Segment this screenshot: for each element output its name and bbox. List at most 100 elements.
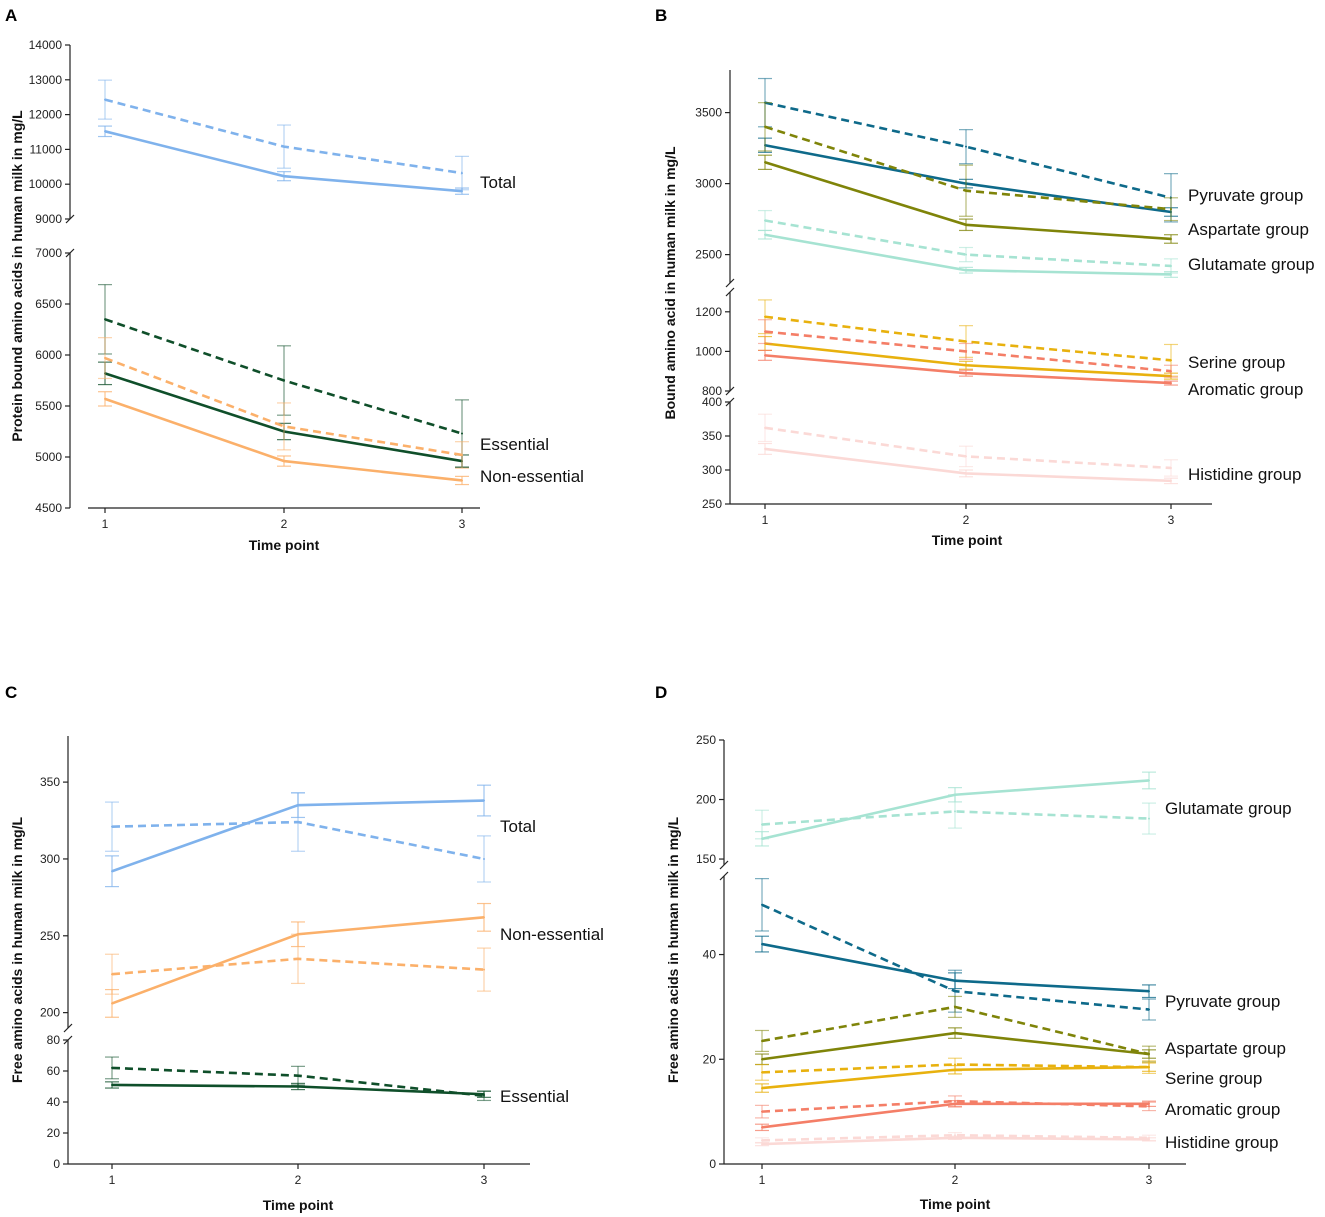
series-b-pyruvate-group-solid-line xyxy=(764,143,1172,214)
series-label-d-pyruvate-group: Pyruvate group xyxy=(1165,992,1280,1011)
series-a-non-essential-dashed-point-0 xyxy=(104,357,106,360)
series-a-non-essential-solid-point-1 xyxy=(283,460,285,463)
series-b-glutamate-group-dashed-line xyxy=(764,219,1172,268)
series-d-histidine-group-solid-point-1 xyxy=(954,1136,956,1139)
series-d-pyruvate-group-dashed-point-0 xyxy=(761,903,763,906)
x-tick-label-d-0: 1 xyxy=(759,1173,766,1187)
series-d-glutamate-group-solid-point-0 xyxy=(761,837,763,840)
series-a-non-essential-dashed-point-2 xyxy=(461,453,463,456)
series-a-total-solid-point-0 xyxy=(104,130,106,133)
panel-letter-b: B xyxy=(655,6,667,25)
series-d-pyruvate-group-solid-point-0 xyxy=(761,943,763,946)
series-d-glutamate-group-solid-point-2 xyxy=(1148,779,1150,782)
series-label-d-aromatic-group: Aromatic group xyxy=(1165,1100,1280,1119)
x-tick-label-b-1: 2 xyxy=(963,513,970,527)
x-tick-label-c-2: 3 xyxy=(481,1173,488,1187)
series-a-essential-dashed-point-0 xyxy=(104,318,106,321)
y-tick-label-a-1-3: 6000 xyxy=(35,348,62,362)
y-tick-label-a-0-3: 12000 xyxy=(29,108,63,122)
series-d-histidine-group-solid-point-2 xyxy=(1148,1138,1150,1141)
series-label-b-aromatic-group: Aromatic group xyxy=(1188,380,1303,399)
series-b-aspartate-group-solid-point-1 xyxy=(965,223,967,226)
series-d-glutamate-group-solid-point-1 xyxy=(954,793,956,796)
series-label-c-total: Total xyxy=(500,817,536,836)
series-label-d-serine-group: Serine group xyxy=(1165,1069,1262,1088)
series-d-pyruvate-group-solid-point-2 xyxy=(1148,990,1150,993)
series-b-serine-group-dashed-point-2 xyxy=(1170,359,1172,362)
series-b-histidine-group-solid-line xyxy=(764,447,1172,483)
series-label-b-histidine-group: Histidine group xyxy=(1188,465,1301,484)
series-d-serine-group-solid-point-2 xyxy=(1148,1066,1150,1069)
series-a-total-dashed-point-0 xyxy=(104,98,106,101)
y-tick-label-a-1-5: 7000 xyxy=(35,246,62,260)
x-axis-label-d: Time point xyxy=(920,1196,991,1212)
y-tick-label-c-0-3: 350 xyxy=(40,775,60,789)
y-tick-label-d-0-0: 150 xyxy=(696,852,716,866)
y-tick-label-c-1-1: 20 xyxy=(47,1126,61,1140)
series-a-total-dashed-point-1 xyxy=(283,145,285,148)
series-d-serine-group-dashed-point-0 xyxy=(761,1071,763,1074)
series-b-serine-group-solid-point-1 xyxy=(965,364,967,367)
axis-break-b-0-a xyxy=(725,278,735,288)
series-b-aspartate-group-dashed-line xyxy=(764,125,1172,211)
series-b-glutamate-group-solid-line xyxy=(764,233,1172,276)
y-tick-label-b-0-2: 3500 xyxy=(695,106,722,120)
series-b-glutamate-group-solid-point-1 xyxy=(965,269,967,272)
x-tick-label-b-2: 3 xyxy=(1168,513,1175,527)
series-label-d-glutamate-group: Glutamate group xyxy=(1165,799,1292,818)
series-d-pyruvate-group-dashed-point-1 xyxy=(954,990,956,993)
series-d-aspartate-group-solid-point-2 xyxy=(1148,1053,1150,1056)
y-tick-label-c-1-2: 40 xyxy=(47,1095,61,1109)
series-b-aspartate-group-solid-point-0 xyxy=(764,161,766,164)
series-b-histidine-group-solid-point-0 xyxy=(764,447,766,450)
series-d-aromatic-group-solid-point-2 xyxy=(1148,1102,1150,1105)
y-tick-label-c-1-3: 60 xyxy=(47,1064,61,1078)
y-axis-label-d: Free amino acids in human milk in mg/L xyxy=(665,817,681,1084)
series-d-aspartate-group-dashed-point-1 xyxy=(954,1005,956,1008)
series-c-total-dashed-point-0 xyxy=(111,825,113,828)
panel-b: B Time point Bound amino acid in human m… xyxy=(655,6,1315,548)
series-label-b-serine-group: Serine group xyxy=(1188,353,1285,372)
series-b-serine-group-dashed-line xyxy=(764,315,1172,362)
series-c-essential-dashed-point-1 xyxy=(297,1074,299,1077)
y-tick-label-d-0-1: 200 xyxy=(696,793,716,807)
series-d-aspartate-group-solid-point-1 xyxy=(954,1032,956,1035)
series-b-aromatic-group-dashed-point-0 xyxy=(764,330,766,333)
x-tick-label-a-2: 3 xyxy=(459,517,466,531)
y-tick-label-a-0-2: 11000 xyxy=(30,142,63,156)
series-b-aspartate-group-dashed-point-0 xyxy=(764,125,766,128)
series-b-pyruvate-group-dashed-line xyxy=(764,101,1172,200)
series-a-essential-dashed-point-1 xyxy=(283,379,285,382)
series-b-pyruvate-group-dashed-point-1 xyxy=(965,145,967,148)
series-c-essential-solid-point-0 xyxy=(111,1083,113,1086)
y-tick-label-a-1-1: 5000 xyxy=(35,450,62,464)
y-tick-label-b-2-2: 350 xyxy=(702,429,722,443)
series-c-non-essential-dashed-point-1 xyxy=(297,957,299,960)
y-tick-label-a-1-0: 4500 xyxy=(35,501,62,515)
panel-a: A Time point Protein bound amino acids i… xyxy=(5,6,584,553)
series-b-aromatic-group-dashed-point-2 xyxy=(1170,370,1172,373)
y-tick-label-b-0-1: 3000 xyxy=(695,177,722,191)
series-d-glutamate-group-dashed-point-2 xyxy=(1148,817,1150,820)
series-label-a-essential: Essential xyxy=(480,435,549,454)
series-d-aspartate-group-dashed-point-0 xyxy=(761,1039,763,1042)
series-c-total-dashed-point-2 xyxy=(483,857,485,860)
axis-break-b-1-a xyxy=(725,386,735,396)
y-tick-label-a-1-4: 6500 xyxy=(35,297,62,311)
series-b-aspartate-group-dashed-point-2 xyxy=(1170,208,1172,211)
y-tick-label-c-1-0: 0 xyxy=(53,1157,60,1171)
series-c-total-solid-point-1 xyxy=(297,804,299,807)
x-tick-label-b-0: 1 xyxy=(762,513,769,527)
series-b-aromatic-group-solid-point-0 xyxy=(764,354,766,357)
x-axis-label-c: Time point xyxy=(263,1197,334,1213)
y-tick-label-a-0-4: 13000 xyxy=(29,73,63,87)
y-tick-label-d-0-2: 250 xyxy=(696,733,716,747)
y-tick-label-b-2-1: 300 xyxy=(702,463,722,477)
y-tick-label-b-2-0: 250 xyxy=(702,497,722,511)
series-label-a-non-essential: Non-essential xyxy=(480,467,584,486)
series-d-pyruvate-group-dashed-point-2 xyxy=(1148,1008,1150,1011)
series-b-histidine-group-dashed-point-1 xyxy=(965,455,967,458)
series-a-non-essential-dashed-point-1 xyxy=(283,425,285,428)
series-b-aspartate-group-solid-point-2 xyxy=(1170,237,1172,240)
series-b-aromatic-group-solid-point-1 xyxy=(965,372,967,375)
